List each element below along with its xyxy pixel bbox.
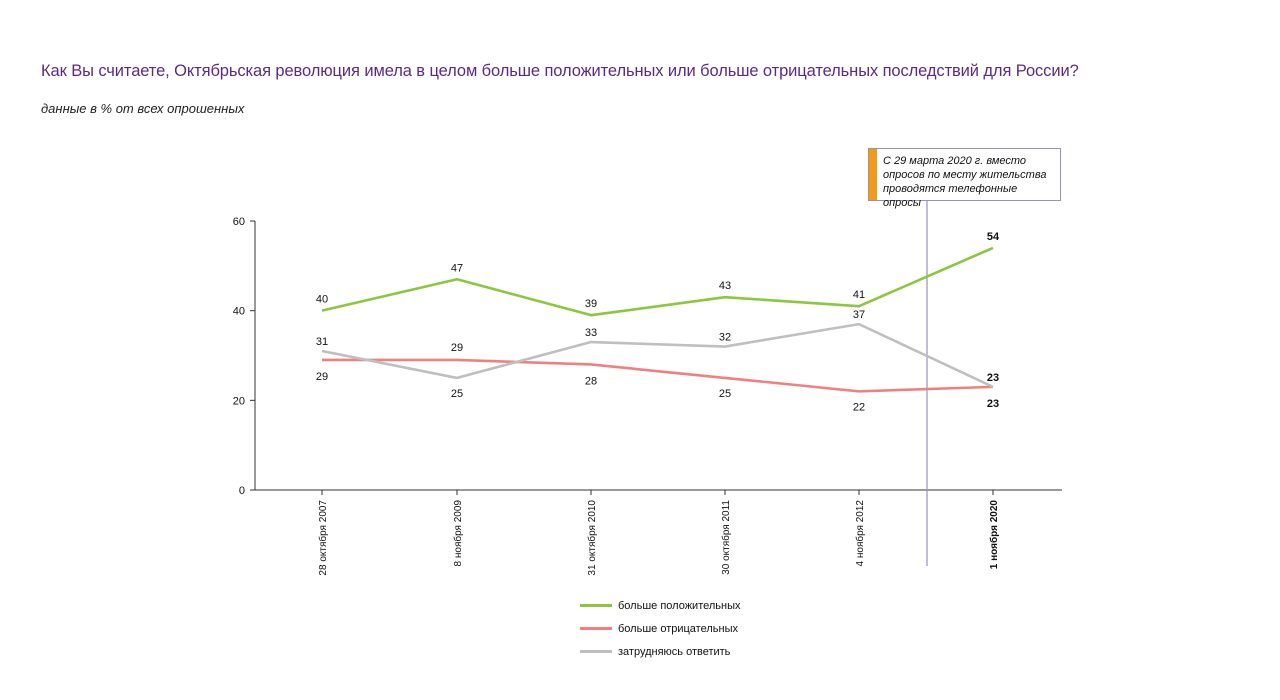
y-tick-label: 0	[239, 485, 245, 497]
x-tick-label: 4 ноября 2012	[854, 500, 866, 567]
line-negative	[322, 358, 994, 393]
legend: больше положительных больше отрицательны…	[580, 594, 741, 663]
label-positive: 40	[316, 294, 328, 306]
label-positive: 54	[987, 231, 1000, 243]
data-labels: 40 47 39 43 41 54 29 29 28 25 22 23 31 25 33 32 37 23	[316, 231, 1000, 413]
x-tick-label: 28 октября 2007	[317, 500, 329, 576]
label-unsure: 23	[987, 372, 999, 384]
method-change-note: С 29 марта 2020 г. вместо опросов по мес…	[868, 148, 1061, 209]
series-lines	[321, 246, 994, 393]
legend-item-positive: больше положительных	[580, 594, 741, 617]
legend-swatch-unsure	[580, 650, 612, 653]
chart-subtitle: данные в % от всех опрошенных	[41, 101, 245, 116]
legend-label-unsure: затрудняюсь ответить	[618, 645, 731, 658]
line-unsure	[321, 322, 994, 389]
line-positive	[321, 246, 994, 317]
x-tick-label: 30 октября 2011	[720, 500, 732, 575]
note-text: С 29 марта 2020 г. вместо опросов по мес…	[883, 155, 1047, 209]
y-tick-label: 20	[233, 395, 245, 407]
x-tick-label: 1 ноября 2020	[988, 500, 1000, 570]
legend-item-negative: больше отрицательных	[580, 617, 741, 640]
label-negative: 23	[987, 398, 999, 410]
x-tick-label: 31 октября 2010	[586, 500, 598, 576]
label-unsure: 25	[451, 388, 463, 400]
label-unsure: 32	[719, 332, 731, 344]
x-tick-label: 8 ноября 2009	[452, 500, 464, 567]
label-positive: 41	[853, 289, 865, 301]
legend-swatch-negative	[580, 627, 612, 630]
label-positive: 39	[585, 298, 597, 310]
label-unsure: 37	[853, 309, 865, 321]
label-unsure: 31	[316, 336, 328, 348]
legend-label-negative: больше отрицательных	[618, 622, 738, 635]
y-tick-label: 40	[233, 306, 245, 318]
label-negative: 25	[719, 388, 731, 400]
label-negative: 22	[853, 401, 865, 413]
legend-label-positive: больше положительных	[618, 599, 741, 612]
legend-swatch-positive	[580, 604, 612, 607]
note-accent-bar	[869, 149, 877, 200]
legend-item-unsure: затрудняюсь ответить	[580, 640, 741, 663]
label-positive: 43	[719, 280, 731, 292]
label-negative: 29	[316, 371, 328, 383]
label-positive: 47	[451, 262, 463, 274]
label-negative: 28	[585, 375, 597, 387]
label-unsure: 33	[585, 327, 597, 339]
y-tick-label: 60	[233, 216, 245, 228]
chart-title: Как Вы считаете, Октябрьская революция и…	[41, 62, 1079, 80]
label-negative: 29	[451, 342, 463, 354]
axes: 0 20 40 60 28 октября 2007 8 ноября 2009 31 ок…	[233, 201, 1062, 576]
